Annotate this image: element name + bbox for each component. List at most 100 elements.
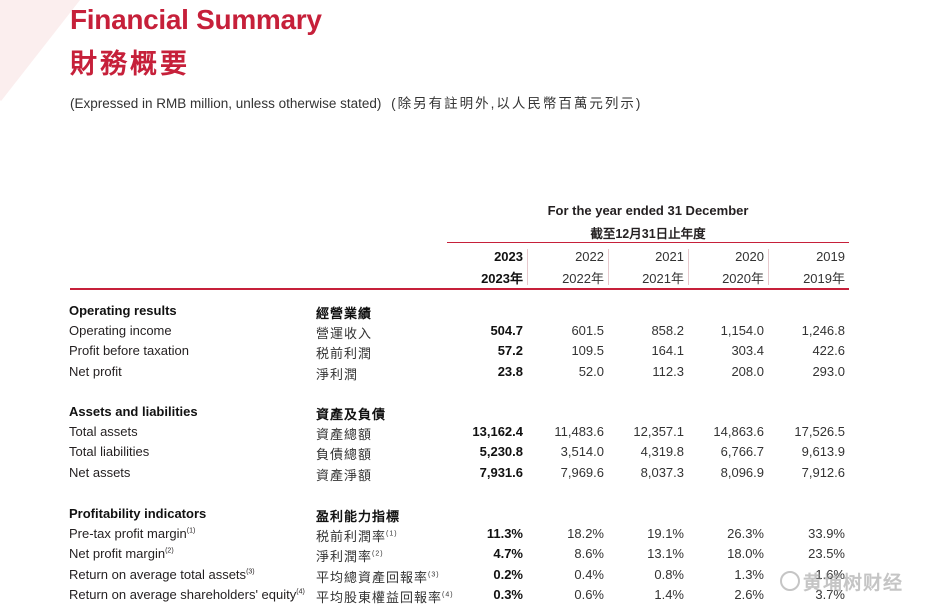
cell-value: 1,154.0 (720, 323, 764, 339)
row-label-zh: 税前利潤 (316, 343, 372, 362)
row-label-text: Total liabilities (69, 444, 150, 460)
cell-value: 7,912.6 (801, 464, 845, 480)
row-label-text: Net profit (69, 363, 122, 379)
column-divider (688, 249, 689, 285)
table-row: Net profit 淨利潤 23.8 52.0 112.3 208.0 293.0 (0, 364, 935, 384)
cell-value: 0.3% (493, 586, 523, 602)
cell-value: 293.0 (812, 363, 845, 379)
cell-value: 23.5% (808, 546, 845, 562)
cell-value: 5,230.8 (479, 444, 523, 460)
period-header: For the year ended 31 December 截至12月31日止… (447, 203, 849, 242)
column-divider (608, 249, 609, 285)
cell-value: 57.2 (497, 343, 523, 359)
table-row: Operating income 營運收入 504.7 601.5 858.2 1,154… (0, 323, 935, 343)
row-label-text: Net assets (69, 464, 131, 480)
year-header-3: 2020 2020年 (684, 249, 764, 287)
cell-value: 6,766.7 (720, 444, 764, 460)
cell-value: 4,319.8 (640, 444, 684, 460)
row-label: Net profit margin(2) (69, 546, 174, 561)
section-heading-en: Operating results (69, 303, 177, 318)
row-label-zh: 資產淨額 (316, 465, 372, 484)
row-label: Return on average shareholders' equity(4… (69, 587, 305, 602)
row-label-zh-text: 資產總額 (316, 427, 373, 443)
footnote-marker-zh: (4) (442, 591, 454, 599)
table-row: Pre-tax profit margin(1) 税前利潤率(1) 11.3% 18.… (0, 526, 935, 546)
cell-value: 208.0 (731, 363, 764, 379)
year-label-zh: 2020年 (722, 271, 764, 286)
section-heading-en: Profitability indicators (69, 506, 207, 521)
year-label-zh: 2019年 (803, 271, 845, 286)
row-label-text: Profit before taxation (69, 343, 189, 359)
cell-value: 18.0% (727, 546, 764, 562)
year-columns: 2023 2023年 2022 2022年 2021 2021年 2020 2020年 2019… (447, 249, 849, 287)
footnote-marker: (1) (186, 527, 196, 535)
section-heading-en: Assets and liabilities (69, 404, 198, 419)
year-label: 2021 (655, 249, 684, 264)
header-rule (447, 242, 849, 243)
year-label: 2022 (575, 249, 604, 264)
year-header-2: 2021 2021年 (604, 249, 684, 287)
cell-value: 8.6% (574, 546, 604, 562)
year-header-1: 2022 2022年 (524, 249, 604, 287)
cell-value: 19.1% (647, 526, 684, 542)
row-label-text: Net profit margin (69, 546, 166, 562)
units-note-zh: (除另有註明外,以人民幣百萬元列示) (391, 96, 643, 111)
row-label-zh-text: 負債總額 (316, 447, 373, 463)
section-heading-zh: 資產及負債 (316, 407, 387, 422)
cell-value: 1,246.8 (801, 323, 845, 339)
year-label-zh: 2021年 (642, 271, 684, 286)
cell-value: 11.3% (486, 526, 523, 542)
cell-value: 164.1 (651, 343, 684, 359)
units-note-en: (Expressed in RMB million, unless otherw… (70, 96, 382, 111)
cell-value: 14,863.6 (713, 424, 764, 440)
cell-value: 0.8% (654, 566, 684, 582)
row-label-zh: 營運收入 (316, 323, 372, 342)
row-label-zh-text: 平均股東權益回報率 (316, 589, 443, 605)
row-label-zh-text: 税前利潤 (316, 346, 373, 362)
period-header-zh: 截至12月31日止年度 (590, 227, 706, 241)
row-label: Net assets (69, 465, 130, 480)
table-row: Return on average shareholders' equity (4… (0, 587, 935, 607)
table-row: Return on average total assets(3) 平均總資產回報… (0, 567, 935, 587)
row-label: Return on average total assets(3) (69, 567, 255, 582)
table-row: Total assets 資產總額 13,162.4 11,483.6 12,357.1… (0, 424, 935, 444)
row-label-zh-text: 營運收入 (316, 326, 373, 342)
cell-value: 13,162.4 (472, 424, 523, 440)
cell-value: 112.3 (652, 363, 684, 379)
row-label-zh: 平均股東權益回報率(4) (316, 587, 454, 606)
cell-value: 9,613.9 (801, 444, 845, 460)
cell-value: 17,526.5 (794, 424, 845, 440)
row-label-zh-text: 資產淨額 (316, 467, 373, 483)
cell-value: 109.5 (571, 343, 604, 359)
cell-value: 12,357.1 (633, 424, 684, 440)
row-label-text: Return on average shareholders' equity (69, 586, 297, 602)
footnote-marker: (3) (246, 568, 255, 576)
section-heading-zh: 經營業績 (316, 306, 373, 321)
cell-value: 33.9% (808, 526, 845, 542)
year-header-0: 2023 2023年 (443, 249, 523, 287)
table-row: Total liabilities 負債總額 5,230.8 3,514.0 4,319… (0, 444, 935, 464)
table-row: Net assets 資產淨額 7,931.6 7,969.6 8,037.3 8,096… (0, 465, 935, 485)
page-title-zh: 財務概要 (70, 49, 190, 79)
cell-value: 52.0 (578, 363, 604, 379)
row-label: Operating income (69, 323, 172, 338)
cell-value: 0.6% (574, 586, 604, 602)
year-header-4: 2019 2019年 (765, 249, 845, 287)
row-label-zh-text: 淨利潤 (316, 366, 359, 382)
cell-value: 23.8 (497, 363, 523, 379)
column-divider (768, 249, 769, 285)
weibo-eye-icon (780, 571, 800, 591)
cell-value: 1.4% (654, 586, 684, 602)
watermark-text: 黄埔树财经 (803, 573, 904, 594)
units-note: (Expressed in RMB million, unless otherw… (70, 92, 642, 112)
row-label: Pre-tax profit margin(1) (69, 526, 195, 541)
row-label-text: Return on average total assets (69, 566, 247, 582)
cell-value: 422.6 (812, 343, 845, 359)
row-label-text: Pre-tax profit margin (69, 526, 187, 542)
row-label: Total assets (69, 424, 138, 439)
row-label-zh-text: 税前利潤率 (316, 529, 387, 545)
year-label: 2023 (494, 249, 523, 264)
cell-value: 504.7 (490, 323, 523, 339)
cell-value: 26.3% (727, 526, 764, 542)
cell-value: 1.6% (815, 566, 845, 582)
